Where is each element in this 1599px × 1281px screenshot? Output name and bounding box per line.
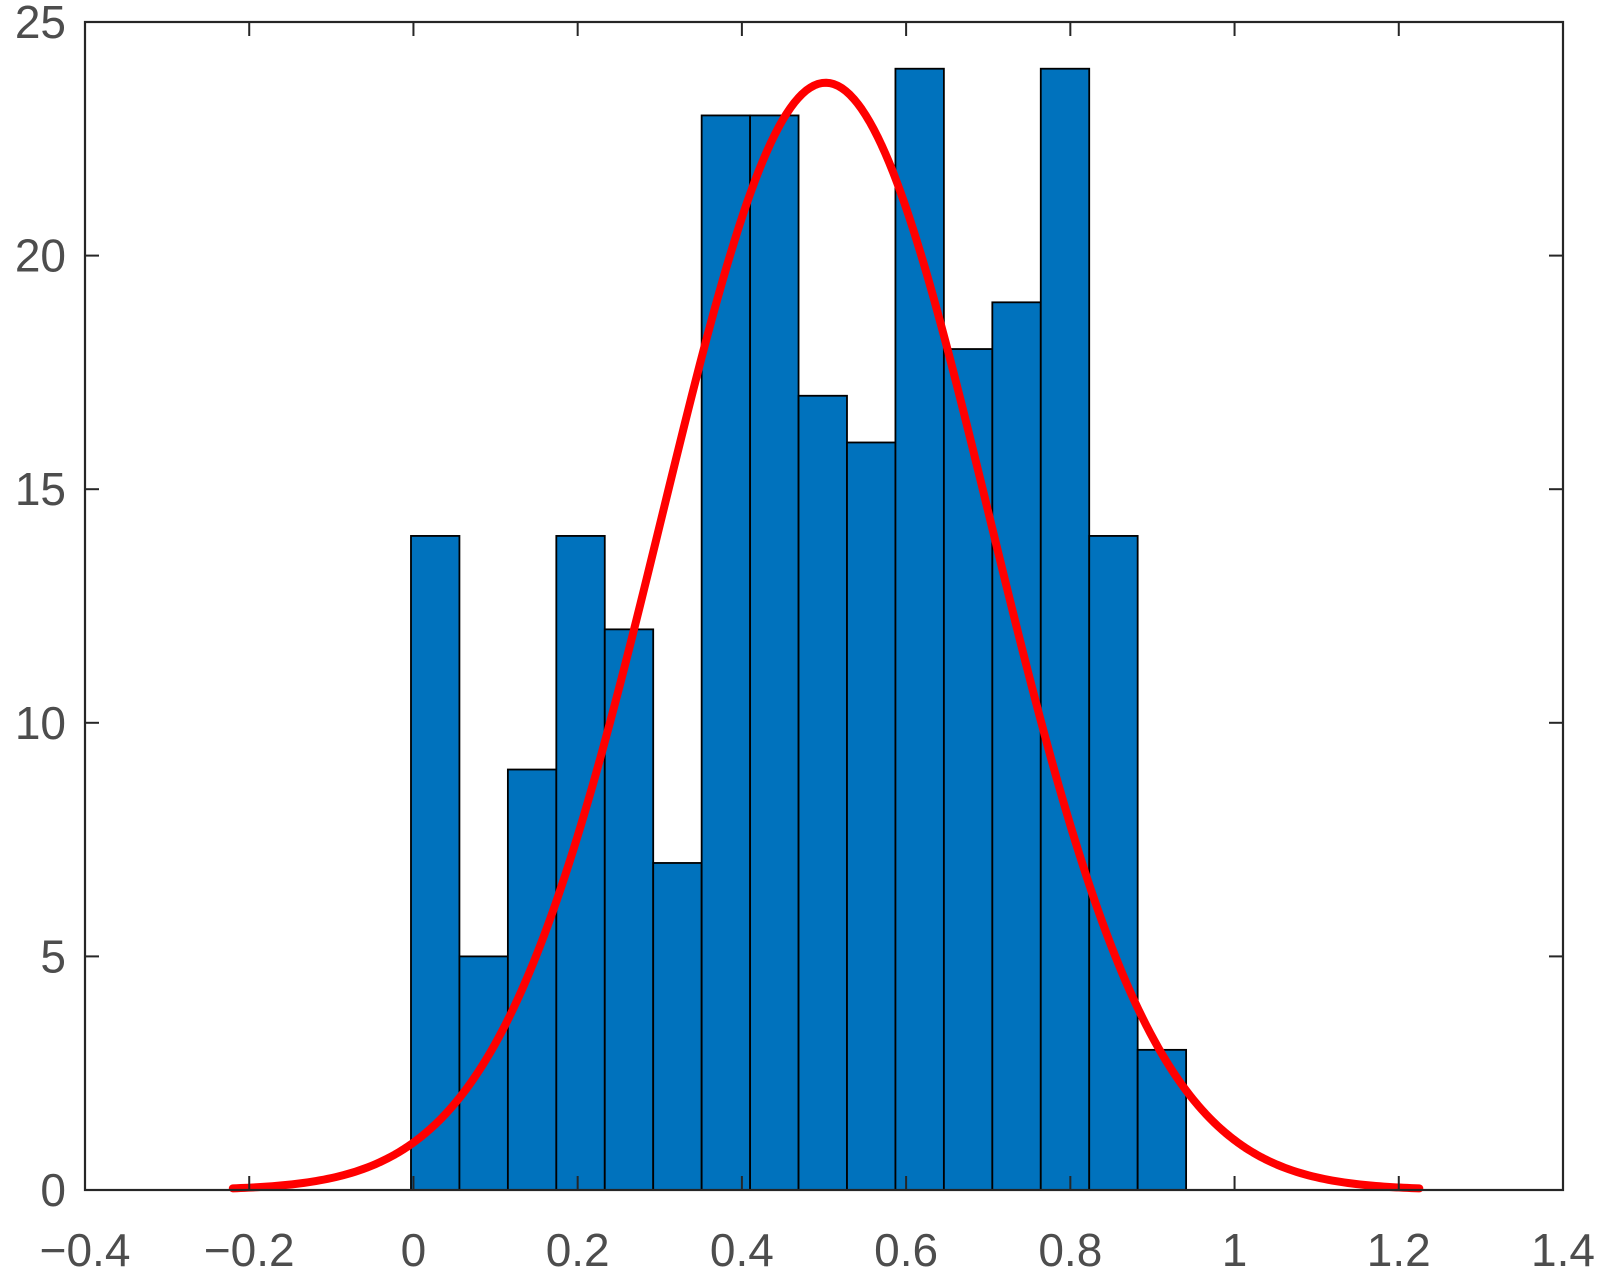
x-tick-label: 1.4 (1531, 1224, 1595, 1276)
x-tick-label: 0.4 (710, 1224, 774, 1276)
histogram-bar (1136, 1048, 1188, 1191)
axis-ticks (84, 21, 1564, 1191)
y-tick-label: 5 (40, 930, 66, 982)
histogram-bar (846, 441, 897, 1191)
x-tick-label: 1 (1222, 1224, 1248, 1276)
y-tick-label: 15 (15, 463, 66, 515)
y-tick-label: 25 (15, 0, 66, 48)
x-tick-label: 0.8 (1038, 1224, 1102, 1276)
axes-box (83, 20, 1565, 1192)
histogram-bar (942, 348, 994, 1191)
x-tick-label: 1.2 (1367, 1224, 1431, 1276)
x-tick-label: 0.6 (874, 1224, 938, 1276)
histogram-bar (652, 862, 703, 1191)
histogram-bar (749, 114, 800, 1191)
y-tick-label: 0 (40, 1164, 66, 1216)
x-tick-label: 0 (401, 1224, 427, 1276)
x-tick-label: 0.2 (546, 1224, 610, 1276)
histogram-bar (797, 394, 848, 1191)
x-tick-label: −0.2 (204, 1224, 295, 1276)
histogram-bar (1088, 535, 1139, 1191)
histogram-bar (700, 114, 751, 1191)
histogram-bars (410, 67, 1188, 1191)
histogram-bar (506, 768, 558, 1191)
histogram-bar (555, 535, 606, 1191)
x-tick-labels: −0.4 −0.2 0 0.2 0.4 0.6 0.8 1 1.2 1.4 (40, 1224, 1595, 1276)
y-tick-labels: 0 5 10 15 20 25 (15, 0, 66, 1216)
x-tick-label: −0.4 (40, 1224, 131, 1276)
normal-fit-curve (228, 78, 1424, 1193)
y-tick-label: 10 (15, 697, 66, 749)
histogram-bar (458, 955, 509, 1191)
histogram-bar (991, 301, 1042, 1191)
histogram-bar (410, 535, 461, 1191)
histogram-bar (1039, 67, 1091, 1191)
y-tick-label: 20 (15, 230, 66, 282)
